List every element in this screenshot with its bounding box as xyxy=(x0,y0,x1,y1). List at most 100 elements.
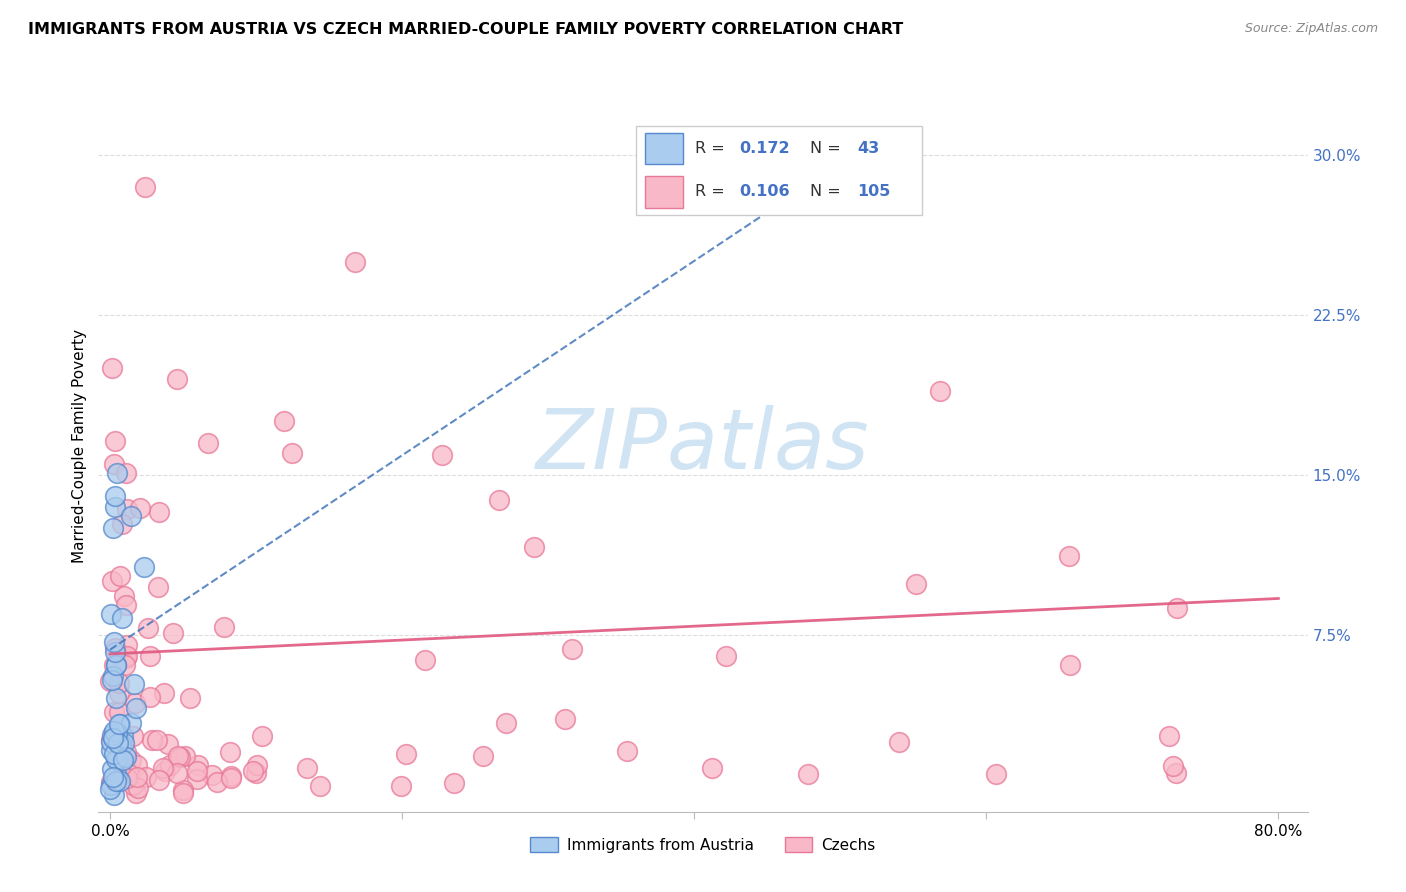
Point xyxy=(984,766,1007,780)
Point xyxy=(105,726,128,740)
Point xyxy=(103,705,125,719)
Point xyxy=(250,729,273,743)
Point xyxy=(488,493,510,508)
Text: N =: N = xyxy=(810,141,846,156)
Point xyxy=(797,767,820,781)
Point xyxy=(152,761,174,775)
Point xyxy=(153,764,176,779)
Point xyxy=(197,435,219,450)
Point xyxy=(1166,601,1188,615)
Point xyxy=(1161,758,1184,772)
Point xyxy=(108,774,131,789)
Point xyxy=(187,757,209,772)
Point xyxy=(100,775,122,789)
Point xyxy=(344,254,367,268)
Point xyxy=(212,620,235,634)
Point xyxy=(139,649,162,664)
Point xyxy=(101,574,124,588)
Point xyxy=(138,690,160,705)
Point xyxy=(111,611,134,625)
Point xyxy=(115,598,138,612)
Point xyxy=(129,500,152,515)
Point xyxy=(105,772,128,787)
Point xyxy=(141,733,163,747)
Legend: Immigrants from Austria, Czechs: Immigrants from Austria, Czechs xyxy=(524,831,882,859)
Point xyxy=(104,644,127,658)
Point xyxy=(1159,729,1181,743)
Point xyxy=(125,770,148,784)
Point xyxy=(104,434,127,449)
Point xyxy=(132,560,155,574)
Point xyxy=(1059,658,1081,673)
Point xyxy=(111,517,134,532)
Point xyxy=(103,635,125,649)
Point xyxy=(245,765,267,780)
Point xyxy=(162,626,184,640)
Point xyxy=(115,650,138,665)
Point xyxy=(245,757,267,772)
Point xyxy=(100,732,122,747)
Point xyxy=(115,745,138,759)
Point xyxy=(110,737,132,751)
Point xyxy=(395,747,418,761)
Point xyxy=(186,764,208,779)
Point xyxy=(108,569,131,583)
Point xyxy=(107,706,129,720)
Point xyxy=(105,657,128,672)
Point xyxy=(100,778,122,792)
Text: 105: 105 xyxy=(858,185,890,200)
Point xyxy=(124,696,146,710)
Point xyxy=(221,771,243,785)
Point xyxy=(273,415,295,429)
Point xyxy=(105,691,128,706)
Point xyxy=(443,776,465,790)
Point xyxy=(928,384,950,399)
Text: Source: ZipAtlas.com: Source: ZipAtlas.com xyxy=(1244,22,1378,36)
Point xyxy=(430,448,453,462)
Point xyxy=(157,737,180,751)
Text: 0.172: 0.172 xyxy=(740,141,790,156)
Point xyxy=(389,779,412,793)
Point xyxy=(101,762,124,776)
Point xyxy=(1164,766,1187,780)
Point xyxy=(101,728,124,742)
Point xyxy=(172,787,194,801)
Point xyxy=(148,772,170,787)
Point xyxy=(242,764,264,779)
Point xyxy=(115,648,138,663)
Point xyxy=(98,673,121,688)
Point xyxy=(103,747,125,762)
Text: IMMIGRANTS FROM AUSTRIA VS CZECH MARRIED-COUPLE FAMILY POVERTY CORRELATION CHART: IMMIGRANTS FROM AUSTRIA VS CZECH MARRIED… xyxy=(28,22,904,37)
Point xyxy=(121,778,143,792)
Point xyxy=(205,775,228,789)
Y-axis label: Married-Couple Family Poverty: Married-Couple Family Poverty xyxy=(72,329,87,563)
Bar xyxy=(645,133,683,164)
Point xyxy=(103,770,125,784)
Text: 0.106: 0.106 xyxy=(740,185,790,200)
Point xyxy=(135,771,157,785)
Point xyxy=(112,736,135,750)
Point xyxy=(107,736,129,750)
Point xyxy=(148,505,170,519)
Point xyxy=(554,712,576,726)
Point xyxy=(105,466,128,480)
Point xyxy=(702,761,724,775)
Text: 43: 43 xyxy=(858,141,879,156)
Point xyxy=(122,729,145,743)
Point xyxy=(120,753,142,767)
Point xyxy=(105,768,128,782)
Point xyxy=(887,735,910,749)
Point xyxy=(146,580,169,594)
Point xyxy=(103,457,125,471)
Point xyxy=(107,752,129,766)
Point xyxy=(108,686,131,700)
Text: R =: R = xyxy=(695,141,730,156)
Point xyxy=(101,731,124,745)
Point xyxy=(122,677,145,691)
Point xyxy=(134,180,156,194)
Point xyxy=(169,749,191,764)
Point xyxy=(125,701,148,715)
Point xyxy=(115,771,138,785)
Point xyxy=(153,685,176,699)
Point xyxy=(117,502,139,516)
